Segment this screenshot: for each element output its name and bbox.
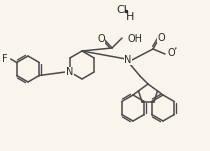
Text: H: H: [126, 12, 134, 22]
Text: O: O: [157, 33, 165, 43]
Text: O: O: [167, 48, 175, 58]
Text: O: O: [97, 34, 105, 44]
Text: Cl: Cl: [116, 5, 127, 15]
Text: F: F: [2, 54, 8, 64]
Text: N: N: [66, 67, 73, 77]
Text: OH: OH: [127, 34, 142, 44]
Text: N: N: [124, 55, 132, 65]
